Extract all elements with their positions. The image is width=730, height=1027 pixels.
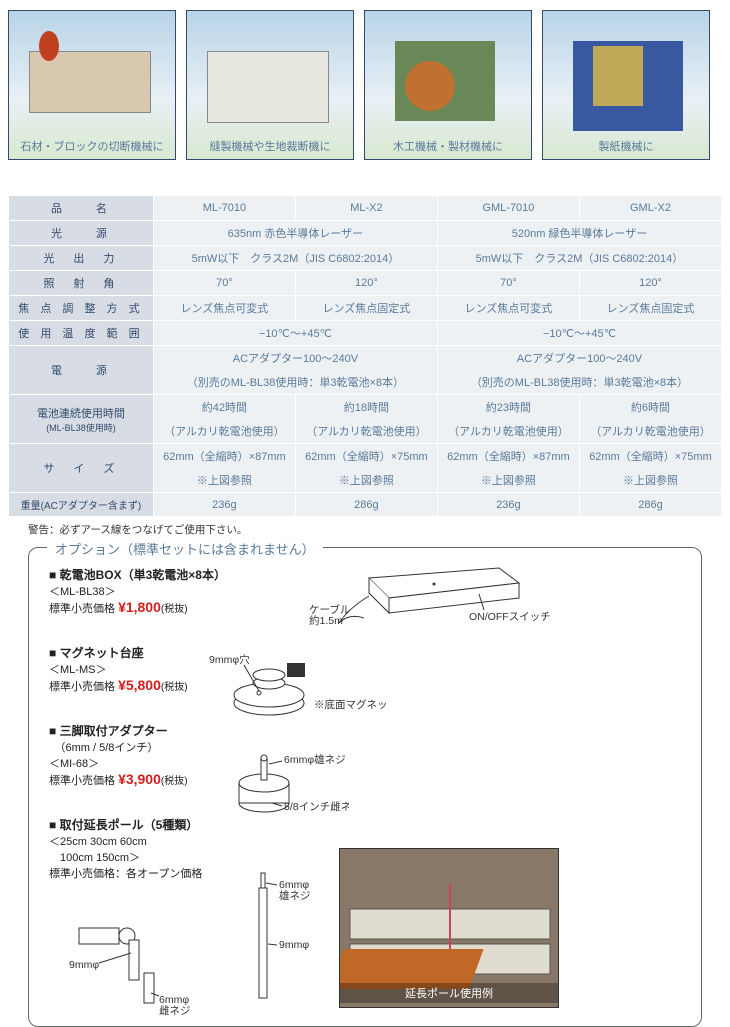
spec-header-temp: 使 用 温 度 範 囲 [9,321,154,346]
app-image-paper: 製紙機械に [542,10,710,160]
spec-cell: （アルカリ乾電池使用） [579,419,721,444]
tripod-adapter-diagram: 6mmφ雄ネジ 5/8インチ雌ネジ [229,748,349,828]
app-image-wood: 木工機械・製材機械に [364,10,532,160]
spec-cell: 286g [579,493,721,517]
spec-cell: レンズ焦点可変式 [153,296,295,321]
spec-header-name: 品 名 [9,196,154,221]
spec-cell: 約18時間 [295,395,437,420]
ann-text: ケーブル約1.5m [309,603,350,627]
spec-cell: ACアダプター100〜240V [437,346,721,371]
spec-cell: 286g [295,493,437,517]
spec-cell: 62mm（全縮時）×75mm [295,444,437,469]
spec-cell: 236g [153,493,295,517]
spec-cell: 約42時間 [153,395,295,420]
spec-cell: −10℃〜+45℃ [153,321,437,346]
spec-cell: （別売のML-BL38使用時：単3乾電池×8本） [153,370,437,395]
spec-cell: 236g [437,493,579,517]
spec-cell: レンズ焦点固定式 [295,296,437,321]
spec-cell: （別売のML-BL38使用時：単3乾電池×8本） [437,370,721,395]
label-hole: 9mmφ穴 [209,653,250,666]
battery-box-diagram: ケーブル約1.5m ON/OFFスイッチ [309,558,589,638]
option-price: ¥5,800 [118,677,161,693]
spec-cell: （アルカリ乾電池使用） [437,419,579,444]
spec-model: ML-X2 [295,196,437,221]
option-tax: (税抜) [161,682,188,693]
warning-text: 警告：必ずアース線をつなげてご使用下さい。 [28,522,730,537]
spec-header-output: 光 出 力 [9,246,154,271]
label-screw6f: 6mmφ雌ネジ [159,994,191,1017]
spec-cell: （アルカリ乾電池使用） [295,419,437,444]
spec-cell: ※上図参照 [579,468,721,493]
spec-table: 品 名 ML-7010 ML-X2 GML-7010 GML-X2 光 源 63… [8,195,722,517]
spec-header-focus: 焦 点 調 整 方 式 [9,296,154,321]
app-caption: 製紙機械に [543,138,709,154]
spec-cell: 635nm 赤色半導体レーザー [153,221,437,246]
app-caption: 縫製機械や生地裁断機に [187,138,353,154]
spec-cell: ※上図参照 [153,468,295,493]
app-image-stone: 石材・ブロックの切断機械に [8,10,176,160]
app-image-sewing: 縫製機械や生地裁断機に [186,10,354,160]
option-tripod-adapter: ■ 三脚取付アダプター （6mm / 5/8インチ） ＜MI-68＞ 標準小売価… [49,722,681,788]
spec-model: GML-X2 [579,196,721,221]
spec-header-angle: 照 射 角 [9,271,154,296]
spec-cell: 70° [437,271,579,296]
label-switch: ON/OFFスイッチ [469,611,551,623]
option-tax: (税抜) [161,604,188,615]
option-title: ■ 取付延長ポール（5種類） [49,816,681,833]
label-magnet: ※底面マグネット内蔵 [314,698,389,711]
option-price-line: 標準小売価格 ¥3,900(税抜) [49,771,681,788]
label-screw58: 5/8インチ雌ネジ [284,800,349,813]
spec-cell: レンズ焦点固定式 [579,296,721,321]
spec-cell: レンズ焦点可変式 [437,296,579,321]
spec-cell: ※上図参照 [437,468,579,493]
spec-cell: 5mW以下 クラス2M（JIS C6802:2014） [437,246,721,271]
option-price-label: 標準小売価格 [49,603,115,615]
spec-header-size: サ イ ズ [9,444,154,493]
label-pole9b: 9mmφ [279,939,309,951]
spec-header-battery: 電池連続使用時間 (ML-BL38使用時) [9,395,154,444]
pole-diagram: 9mmφ 6mmφ雌ネジ 6mmφ雄ネジ 9mmφ [69,868,329,1018]
spec-model: GML-7010 [437,196,579,221]
spec-cell: 62mm（全縮時）×87mm [437,444,579,469]
options-title: オプション（標準セットには含まれません） [47,539,323,558]
magnet-base-diagram: 9mmφ穴 ※底面マグネット内蔵 [209,653,389,723]
spec-header-text: 電池連続使用時間 [37,408,125,420]
option-code: ＜MI-68＞ [49,755,681,771]
application-images-row: 石材・ブロックの切断機械に 縫製機械や生地裁断機に 木工機械・製材機械に 製紙機… [0,0,730,165]
spec-cell: −10℃〜+45℃ [437,321,721,346]
option-price-label: 標準小売価格 [49,681,115,693]
spec-cell: 62mm（全縮時）×87mm [153,444,295,469]
label-screw6-pole: 6mmφ雄ネジ [279,879,311,902]
option-sub: （6mm / 5/8インチ） [49,739,681,755]
spec-cell: ACアダプター100〜240V [153,346,437,371]
spec-cell: 70° [153,271,295,296]
option-title: ■ 三脚取付アダプター [49,722,681,739]
spec-cell: 5mW以下 クラス2M（JIS C6802:2014） [153,246,437,271]
spec-cell: 520nm 緑色半導体レーザー [437,221,721,246]
spec-cell: （アルカリ乾電池使用） [153,419,295,444]
app-caption: 木工機械・製材機械に [365,138,531,154]
spec-header-weight: 重量(ACアダプター含まず) [9,493,154,517]
spec-cell: ※上図参照 [295,468,437,493]
spec-header-power: 電 源 [9,346,154,395]
pole-usage-photo: 延長ポール使用例 [339,848,559,1008]
option-tax: (税抜) [161,776,188,787]
label-cable: ケーブル約1.5m [309,603,350,627]
label-pole9: 9mmφ [69,959,99,971]
option-price: ¥1,800 [118,599,161,615]
spec-cell: 62mm（全縮時）×75mm [579,444,721,469]
spec-header-sub: (ML-BL38使用時) [15,421,147,434]
spec-model: ML-7010 [153,196,295,221]
option-price: ¥3,900 [118,771,161,787]
option-price-label: 標準小売価格 [49,775,115,787]
spec-cell: 約23時間 [437,395,579,420]
spec-cell: 120° [579,271,721,296]
label-screw6: 6mmφ雄ネジ [284,753,346,766]
pole-photo-label: 延長ポール使用例 [340,983,558,1003]
spec-cell: 120° [295,271,437,296]
app-caption: 石材・ブロックの切断機械に [9,138,175,154]
spec-header-source: 光 源 [9,221,154,246]
spec-cell: 約6時間 [579,395,721,420]
options-panel: オプション（標準セットには含まれません） ■ 乾電池BOX（単3乾電池×8本） … [28,547,702,1027]
